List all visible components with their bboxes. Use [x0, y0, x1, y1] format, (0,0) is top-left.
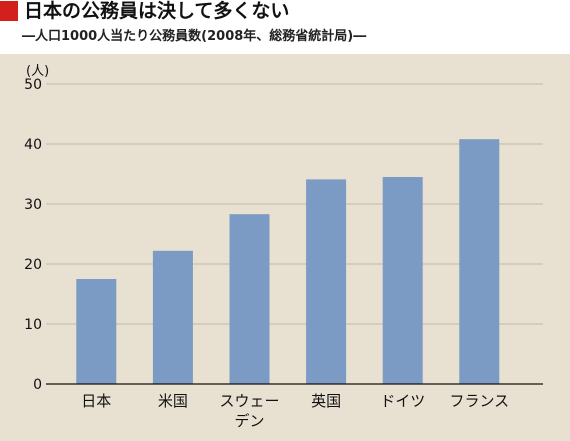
bar-5 — [459, 139, 500, 384]
bar-4 — [382, 177, 423, 384]
x-category-label-5: フランス — [449, 392, 509, 410]
y-tick-label-40: 40 — [24, 137, 42, 153]
y-tick-label-20: 20 — [24, 257, 42, 273]
y-tick-label-0: 0 — [33, 377, 42, 393]
x-category-label-1: 米国 — [158, 392, 188, 410]
x-category-label-3: 英国 — [311, 392, 341, 410]
y-tick-label-10: 10 — [24, 317, 42, 333]
y-tick-label-30: 30 — [24, 197, 42, 213]
title-row: 日本の公務員は決して多くない — [0, 0, 289, 22]
bar-2 — [229, 214, 270, 384]
x-category-label-0: 日本 — [81, 392, 111, 410]
x-category-label-4: ドイツ — [380, 392, 425, 410]
chart-subtitle: ―人口1000人当たり公務員数(2008年、総務省統計局)― — [22, 29, 367, 44]
bar-0 — [76, 279, 117, 384]
x-category-label-2-line-1: デン — [234, 412, 264, 430]
x-category-label-2-line-0: スウェー — [219, 392, 279, 410]
chart-title: 日本の公務員は決して多くない — [24, 0, 290, 22]
y-tick-label-50: 50 — [24, 77, 42, 93]
bar-3 — [306, 179, 347, 384]
title-accent-mark — [0, 1, 18, 21]
bar-1 — [152, 250, 193, 384]
chart-panel: (人) 0 10 20 30 40 50 日本 米国 スウェーデン 英国 ドイツ フランス — [0, 54, 570, 441]
y-axis-unit-label: (人) — [26, 64, 49, 79]
